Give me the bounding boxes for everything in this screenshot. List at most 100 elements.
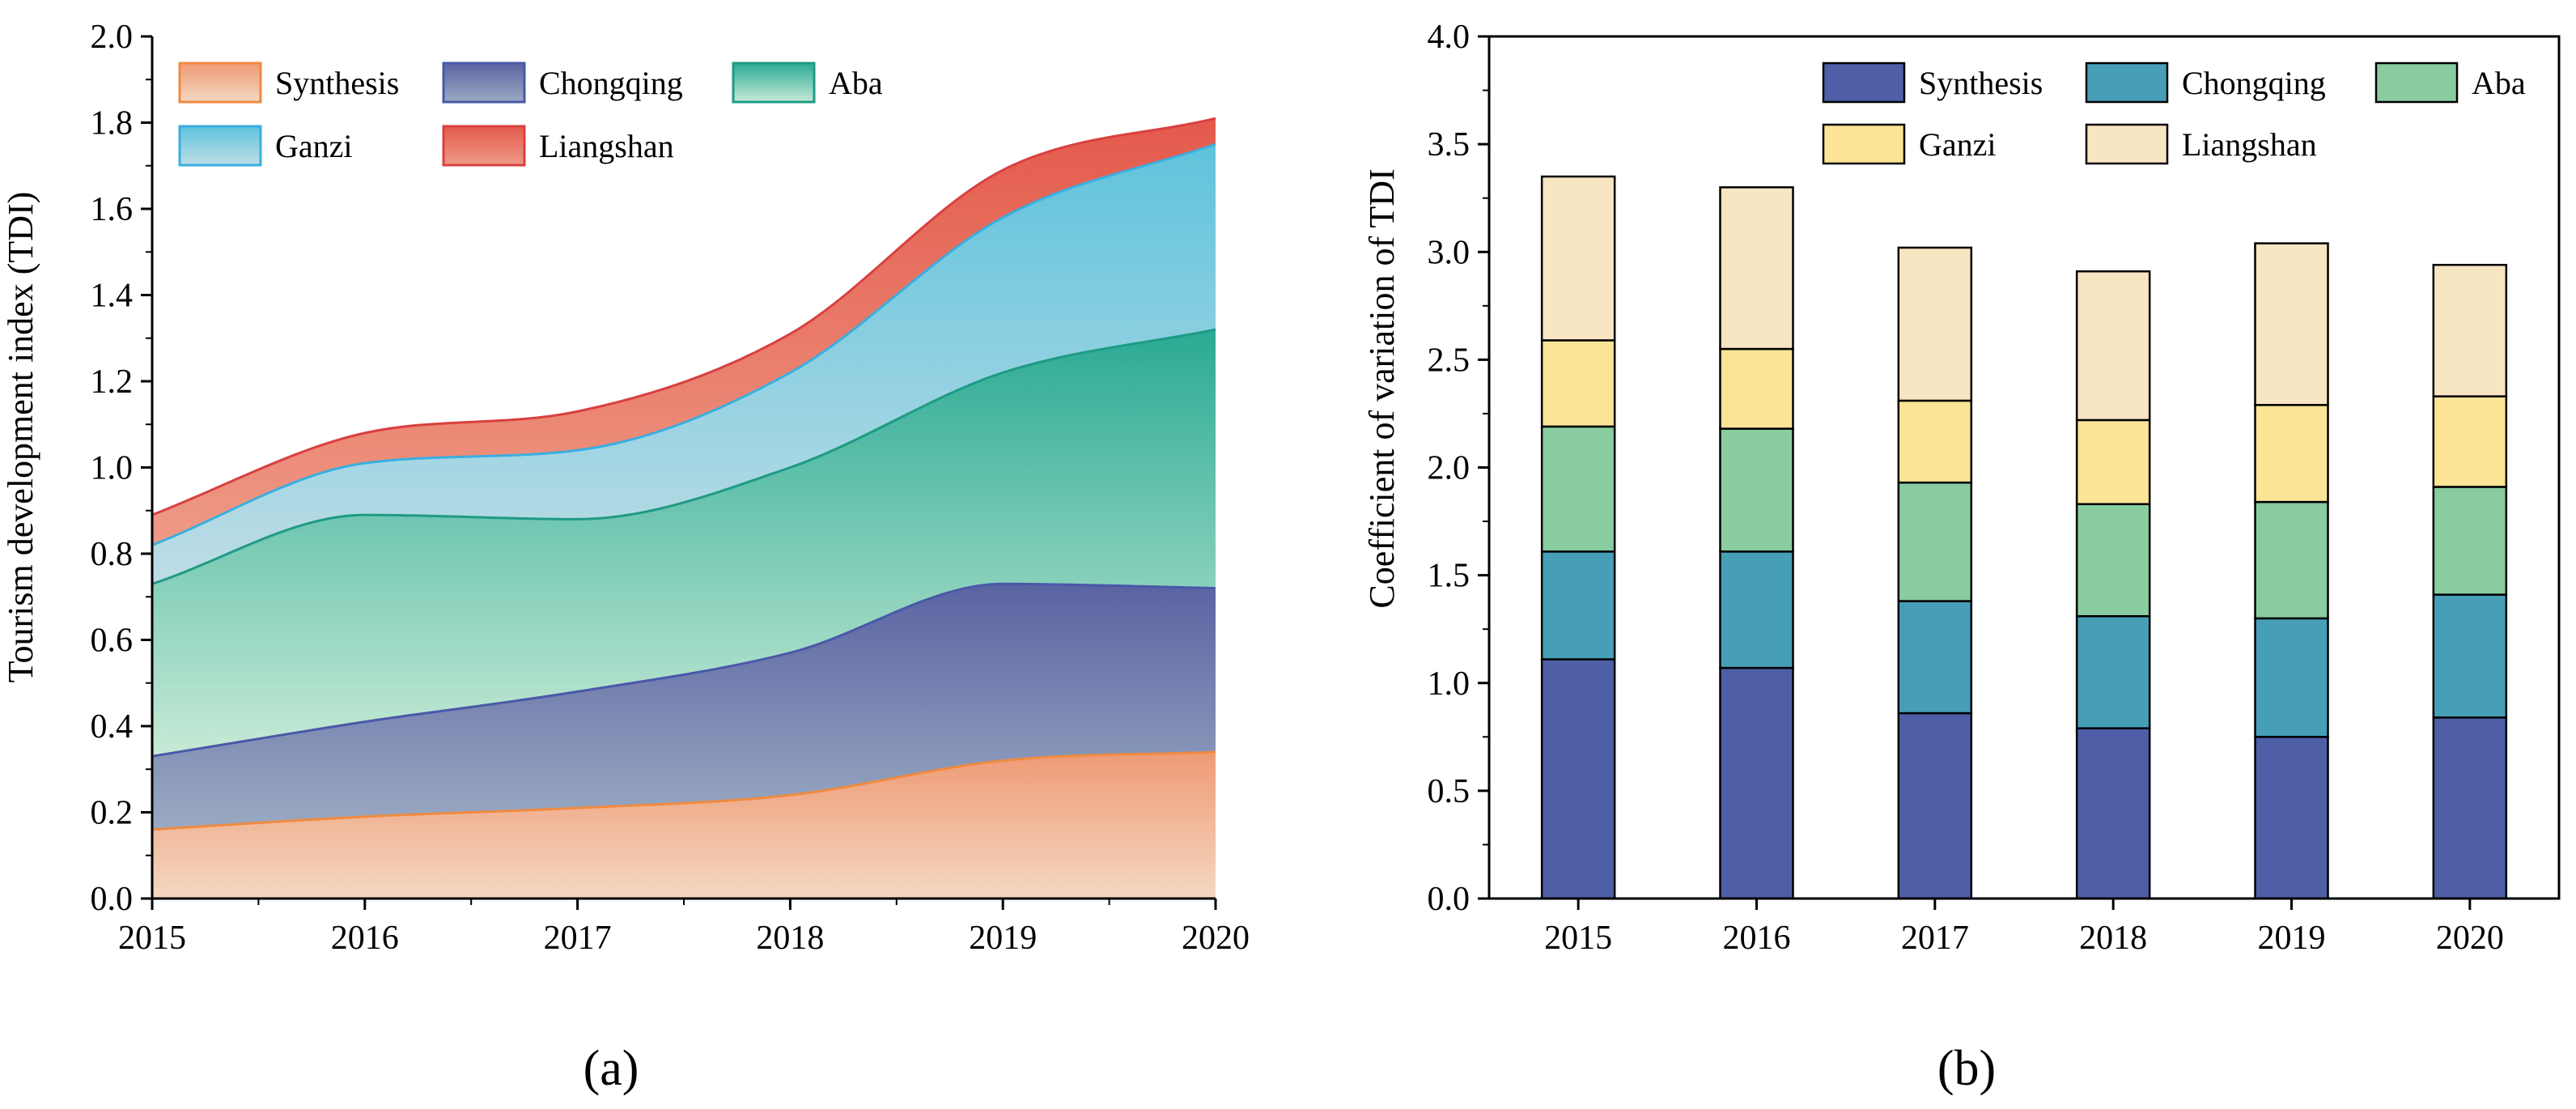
bar-synthesis-2015 bbox=[1540, 658, 1616, 900]
bar-ganzi-2018 bbox=[2075, 419, 2151, 506]
panel-a-y-tick-label: 1.4 bbox=[91, 278, 134, 315]
panel-b-y-tick-label: 2.5 bbox=[1428, 342, 1470, 379]
legend-label-liangshan: Liangshan bbox=[2182, 126, 2317, 163]
panel-a-y-tick-label: 0.2 bbox=[91, 795, 134, 832]
panel-b-x-tick-label: 2015 bbox=[1544, 920, 1612, 957]
bar-chongqing-2019 bbox=[2254, 617, 2329, 738]
panel-b-label: (b) bbox=[1937, 1041, 1996, 1096]
bar-ganzi-2020 bbox=[2432, 395, 2508, 488]
panel-b-x-tick-label: 2019 bbox=[2258, 920, 2326, 957]
panel-a-y-tick-label: 0.4 bbox=[91, 708, 134, 746]
area-liangshan bbox=[152, 118, 1216, 546]
legend-swatch-aba bbox=[2374, 62, 2459, 104]
panel-a-areas bbox=[152, 118, 1216, 899]
legend-label-chongqing: Chongqing bbox=[539, 65, 683, 101]
panel-a-x-tick-label: 2015 bbox=[118, 920, 186, 957]
area-synthesis bbox=[152, 751, 1216, 899]
bar-synthesis-2016 bbox=[1719, 666, 1794, 900]
legend-swatch-chongqing bbox=[442, 62, 526, 104]
bar-aba-2016 bbox=[1719, 427, 1794, 553]
panel-a-axes: 0.0 0.2 0.4 0.6 0.8 1.0 1.2 1.4 1.6 1.8 2.0 2015 201… bbox=[91, 19, 1250, 957]
panel-b-y-tick-label: 0.5 bbox=[1428, 773, 1470, 810]
bar-synthesis-2017 bbox=[1897, 712, 1973, 900]
panel-a-stacked-area-chart: 0.0 0.2 0.4 0.6 0.8 1.0 1.2 1.4 1.6 1.8 2.0 2015 201… bbox=[1, 19, 1250, 1096]
legend-swatch-synthesis bbox=[1822, 62, 1906, 104]
bar-chongqing-2016 bbox=[1719, 550, 1794, 669]
panel-b-x-tick-label: 2017 bbox=[1901, 920, 1969, 957]
panel-a-y-tick-label: 0.0 bbox=[91, 881, 134, 918]
legend-label-chongqing: Chongqing bbox=[2182, 65, 2326, 101]
bar-chongqing-2017 bbox=[1897, 600, 1973, 715]
panel-a-y-axis-title: Tourism development index (TDI) bbox=[1, 192, 40, 683]
panel-b-plot-frame bbox=[1487, 35, 2561, 900]
panel-a-legend: Synthesis Chongqing Aba Ganzi Liangshan bbox=[178, 62, 883, 167]
panel-a-boundary-lines bbox=[151, 117, 1216, 831]
panel-b-x-tick-label: 2016 bbox=[1723, 920, 1791, 957]
area-aba bbox=[152, 329, 1216, 757]
bar-synthesis-2020 bbox=[2432, 716, 2508, 900]
panel-b-stacked-bar-chart: 0.0 0.5 1.0 1.5 2.0 2.5 3.0 3.5 4.0 2015 2016 2017 2… bbox=[1362, 19, 2561, 1096]
legend-swatch-liangshan bbox=[2085, 123, 2169, 165]
panel-a-y-tick-label: 2.0 bbox=[91, 19, 134, 56]
panel-b-y-tick-label: 4.0 bbox=[1428, 19, 1470, 56]
bar-liangshan-2018 bbox=[2075, 270, 2151, 422]
bar-chongqing-2018 bbox=[2075, 614, 2151, 729]
panel-b-y-tick-label: 3.5 bbox=[1428, 126, 1470, 164]
panel-a-x-tick-label: 2019 bbox=[969, 920, 1037, 957]
bar-liangshan-2020 bbox=[2432, 263, 2508, 397]
legend-swatch-aba bbox=[732, 62, 816, 104]
panel-a-label: (a) bbox=[584, 1041, 639, 1096]
panel-a-x-tick-label: 2020 bbox=[1182, 920, 1250, 957]
panel-a-x-tick-label: 2018 bbox=[756, 920, 824, 957]
panel-b-y-tick-label: 1.5 bbox=[1428, 558, 1470, 595]
legend-swatch-synthesis bbox=[178, 62, 262, 104]
bar-aba-2020 bbox=[2432, 486, 2508, 596]
bar-liangshan-2017 bbox=[1897, 246, 1973, 402]
panel-b-y-tick-label: 0.0 bbox=[1428, 881, 1470, 918]
panel-b-y-tick-label: 3.0 bbox=[1428, 234, 1470, 271]
bar-liangshan-2019 bbox=[2254, 242, 2329, 406]
area-line-liangshan bbox=[151, 117, 1216, 516]
legend-label-ganzi: Ganzi bbox=[1919, 126, 1997, 163]
bar-synthesis-2018 bbox=[2075, 727, 2151, 900]
panel-a-y-tick-label: 1.6 bbox=[91, 191, 134, 228]
area-line-chongqing bbox=[151, 582, 1216, 758]
bar-ganzi-2015 bbox=[1540, 339, 1616, 428]
bar-chongqing-2015 bbox=[1540, 550, 1616, 661]
panel-b-legend: Synthesis Chongqing Aba Ganzi Liangshan bbox=[1822, 62, 2526, 165]
panel-a-y-tick-label: 0.6 bbox=[91, 622, 134, 660]
bar-chongqing-2020 bbox=[2432, 593, 2508, 719]
panel-a-y-tick-label: 0.8 bbox=[91, 536, 134, 573]
legend-label-ganzi: Ganzi bbox=[275, 128, 353, 164]
area-line-ganzi bbox=[151, 142, 1216, 546]
legend-label-aba: Aba bbox=[829, 65, 883, 101]
panel-a-y-tick-label: 1.0 bbox=[91, 450, 134, 487]
panel-a-y-tick-label: 1.2 bbox=[91, 363, 134, 401]
panel-b-x-tick-label: 2018 bbox=[2079, 920, 2147, 957]
panel-b-y-tick-label: 2.0 bbox=[1428, 450, 1470, 487]
panel-a-x-tick-label: 2017 bbox=[544, 920, 612, 957]
bar-ganzi-2017 bbox=[1897, 399, 1973, 484]
panel-b-axes: 0.0 0.5 1.0 1.5 2.0 2.5 3.0 3.5 4.0 2015 2016 2017 2… bbox=[1428, 19, 2561, 957]
bar-aba-2019 bbox=[2254, 500, 2329, 620]
panel-a-y-tick-label: 1.8 bbox=[91, 105, 134, 142]
legend-swatch-ganzi bbox=[1822, 123, 1906, 165]
bar-aba-2018 bbox=[2075, 503, 2151, 618]
bar-aba-2015 bbox=[1540, 425, 1616, 553]
panel-b-x-tick-label: 2020 bbox=[2436, 920, 2504, 957]
legend-swatch-chongqing bbox=[2085, 62, 2169, 104]
panel-a-x-tick-label: 2016 bbox=[331, 920, 399, 957]
area-ganzi bbox=[152, 144, 1216, 584]
panel-b-y-tick-label: 1.0 bbox=[1428, 665, 1470, 703]
panel-b-y-axis-title: Coefficient of variation of TDI bbox=[1362, 168, 1402, 608]
bar-liangshan-2016 bbox=[1719, 186, 1794, 351]
area-chongqing bbox=[152, 584, 1216, 830]
panel-b-bars bbox=[1540, 175, 2508, 900]
legend-swatch-ganzi bbox=[178, 125, 262, 167]
legend-label-synthesis: Synthesis bbox=[275, 65, 399, 101]
bar-liangshan-2015 bbox=[1540, 175, 1616, 342]
legend-swatch-liangshan bbox=[442, 125, 526, 167]
bar-ganzi-2019 bbox=[2254, 404, 2329, 504]
legend-label-synthesis: Synthesis bbox=[1919, 65, 2043, 101]
